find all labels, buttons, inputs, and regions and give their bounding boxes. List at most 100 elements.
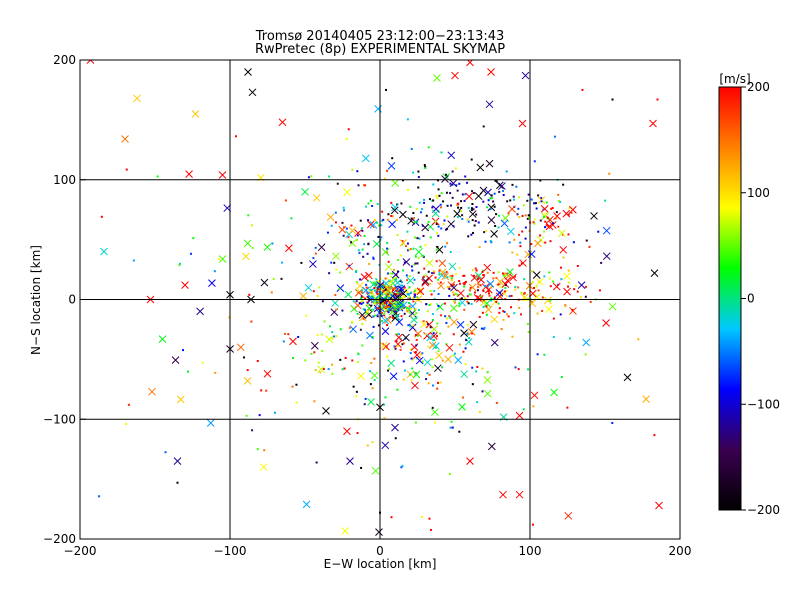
scatter-point-dot <box>585 239 588 242</box>
scatter-point-dot <box>401 179 404 182</box>
scatter-point-dot <box>441 359 444 362</box>
y-tick-label: −100 <box>43 412 76 426</box>
scatter-point-dot <box>365 283 368 286</box>
scatter-point-dot <box>436 335 439 338</box>
scatter-point-dot <box>322 367 325 370</box>
scatter-point-dot <box>536 353 539 356</box>
scatter-point-dot <box>485 229 488 232</box>
scatter-point-dot <box>290 217 293 220</box>
scatter-point-dot <box>559 201 562 204</box>
scatter-point-cross <box>487 68 495 76</box>
scatter-point-dot <box>541 296 544 299</box>
scatter-point-dot <box>361 227 364 230</box>
scatter-point-dot <box>502 318 505 321</box>
scatter-point-dot <box>370 291 373 294</box>
scatter-point-dot <box>439 206 442 209</box>
scatter-point-cross <box>475 294 484 303</box>
scatter-point-dot <box>451 183 454 186</box>
scatter-point-cross <box>458 298 467 307</box>
scatter-point-dot <box>474 220 477 223</box>
scatter-point-dot <box>429 290 432 293</box>
scatter-point-dot <box>531 270 534 273</box>
scatter-point-dot <box>548 277 551 280</box>
scatter-point-cross <box>354 229 362 237</box>
scatter-point-dot <box>250 320 253 323</box>
scatter-point-dot <box>312 257 315 260</box>
scatter-point-cross <box>473 294 482 302</box>
scatter-point-dot <box>466 323 469 326</box>
scatter-point-dot <box>310 175 313 178</box>
scatter-point-dot <box>369 288 372 291</box>
scatter-point-dot <box>446 242 449 245</box>
y-tick-label: 0 <box>68 293 76 307</box>
scatter-point-dot <box>366 311 369 314</box>
scatter-point-dot <box>532 286 535 289</box>
scatter-point-cross <box>372 240 381 248</box>
scatter-point-dot <box>336 182 339 185</box>
scatter-point-dot <box>426 323 429 326</box>
scatter-point-cross <box>366 331 374 340</box>
scatter-point-dot <box>407 309 410 312</box>
scatter-point-cross <box>414 329 422 338</box>
scatter-point-cross <box>386 277 395 286</box>
scatter-point-cross <box>416 287 425 296</box>
scatter-point-dot <box>445 321 448 324</box>
scatter-point-cross <box>218 171 227 179</box>
scatter-point-dot <box>228 316 231 319</box>
scatter-point-cross <box>370 371 379 380</box>
scatter-point-dot <box>567 281 570 284</box>
scatter-point-dot <box>320 333 323 336</box>
scatter-point-cross <box>515 411 524 420</box>
scatter-point-dot <box>414 262 417 265</box>
scatter-point-dot <box>370 361 373 364</box>
scatter-point-cross <box>649 119 657 128</box>
scatter-point-dot <box>356 234 359 237</box>
scatter-point-dot <box>477 286 480 289</box>
scatter-point-dot <box>492 200 495 203</box>
scatter-point-dot <box>372 256 375 259</box>
scatter-point-dot <box>461 217 464 220</box>
scatter-point-dot <box>439 332 442 335</box>
scatter-point-dot <box>401 343 404 346</box>
scatter-point-dot <box>429 303 432 306</box>
scatter-point-cross <box>391 270 400 279</box>
scatter-point-cross <box>348 239 357 248</box>
scatter-point-dot <box>517 207 520 210</box>
scatter-point-dot <box>374 289 377 292</box>
scatter-point-dot <box>545 224 548 227</box>
scatter-point-dot <box>409 348 412 351</box>
scatter-point-dot <box>589 300 592 303</box>
scatter-point-dot <box>584 295 587 298</box>
scatter-point-dot <box>424 165 427 168</box>
scatter-point-dot <box>549 299 552 302</box>
scatter-point-dot <box>385 286 388 289</box>
scatter-point-dot <box>314 246 317 249</box>
scatter-point-dot <box>401 240 404 243</box>
scatter-point-dot <box>449 426 452 429</box>
scatter-point-dot <box>389 305 392 308</box>
scatter-point-dot <box>523 278 526 281</box>
scatter-point-dot <box>417 308 420 311</box>
x-tick-label: −200 <box>64 544 97 558</box>
scatter-point-dot <box>403 342 406 345</box>
scatter-point-dot <box>526 322 529 325</box>
scatter-point-cross <box>384 263 393 271</box>
scatter-point-dot <box>428 198 431 201</box>
scatter-point-dot <box>403 286 406 289</box>
scatter-point-dot <box>567 213 570 216</box>
scatter-point-dot <box>358 251 361 254</box>
scatter-point-dot <box>382 290 385 293</box>
scatter-point-dot <box>345 137 348 140</box>
scatter-point-dot <box>399 291 402 294</box>
scatter-point-dot <box>179 262 182 265</box>
scatter-point-dot <box>323 320 326 323</box>
scatter-point-cross <box>185 170 193 178</box>
scatter-point-dot <box>487 289 490 292</box>
scatter-point-dot <box>547 224 550 227</box>
scatter-point-dot <box>405 274 408 277</box>
scatter-point-dot <box>403 580 405 582</box>
plot-area: −200 −100 0 100 200 −200 −100 0 100 200 <box>43 53 691 582</box>
scatter-point-dot <box>380 311 383 314</box>
scatter-point-dot <box>391 287 394 290</box>
chart-subtitle: RwPretec (8p) EXPERIMENTAL SKYMAP <box>255 42 505 57</box>
